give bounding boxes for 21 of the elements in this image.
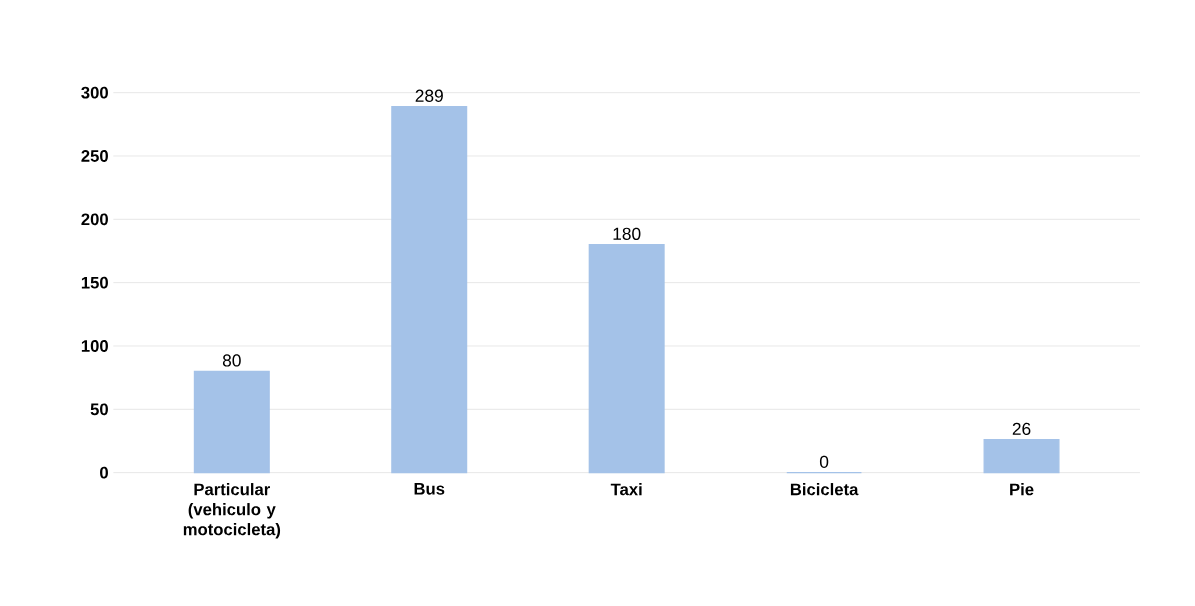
- bar: [588, 243, 665, 474]
- x-tick-label: Pie: [1010, 483, 1034, 496]
- data-label: 80: [222, 354, 241, 367]
- x-tick-label: Taxi: [610, 483, 642, 496]
- data-label: 0: [819, 455, 829, 468]
- y-tick-label: 200: [81, 213, 108, 226]
- y-tick-label: 50: [90, 403, 108, 416]
- y-tick-label: 250: [81, 150, 108, 162]
- x-tick-label: Bicicleta: [790, 483, 859, 496]
- data-label: 289: [415, 89, 443, 102]
- x-tick-label: Bus: [414, 483, 445, 495]
- x-tick-label: Particular (vehiculo y motocicleta): [183, 483, 281, 539]
- y-tick-label: 150: [81, 276, 108, 289]
- bar: [193, 370, 270, 474]
- bar: [391, 105, 468, 474]
- data-label: 26: [1012, 422, 1031, 436]
- y-tick-label: 300: [81, 86, 108, 99]
- y-tick-label: 100: [81, 340, 108, 352]
- data-label: 180: [613, 227, 641, 240]
- y-tick-label: 0: [100, 466, 108, 479]
- bar: [983, 439, 1060, 474]
